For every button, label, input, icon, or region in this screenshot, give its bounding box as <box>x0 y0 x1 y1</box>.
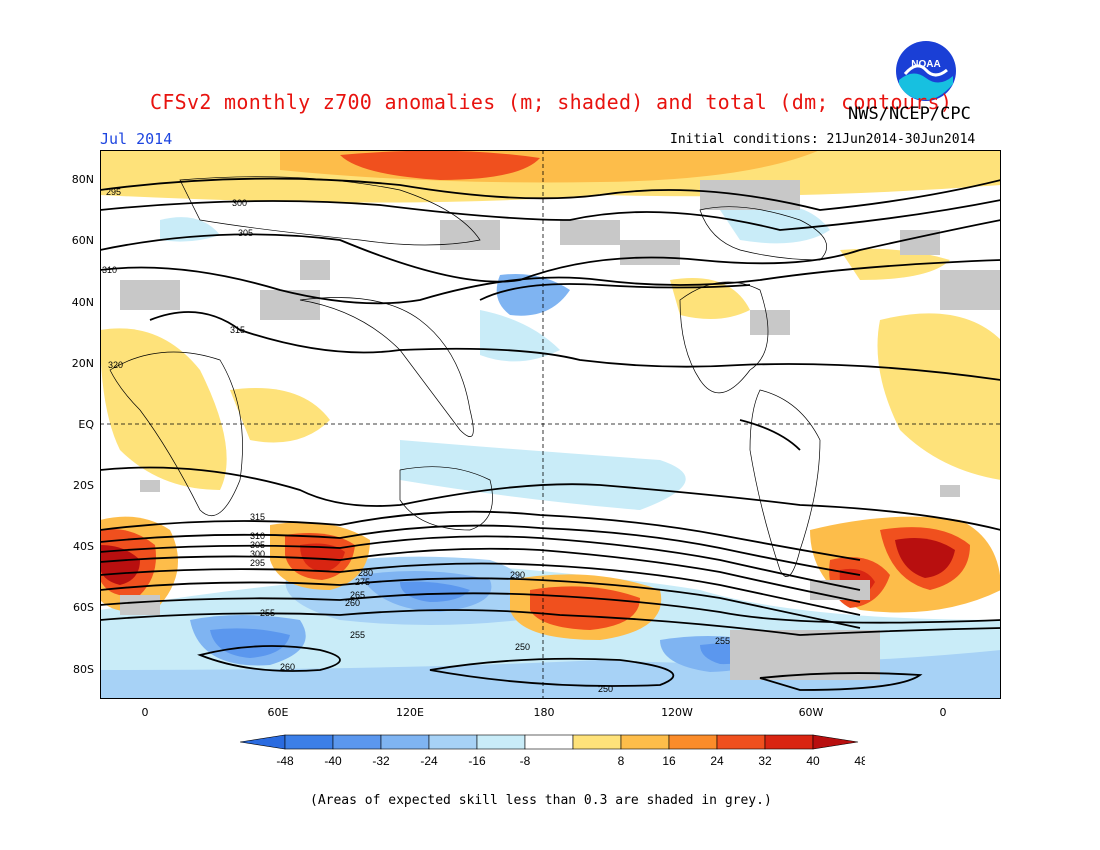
contour-label: 315 <box>250 512 265 522</box>
contour-label: 255 <box>350 630 365 640</box>
colorbar-tick-label: 8 <box>618 754 625 768</box>
contour-label: 305 <box>250 540 265 550</box>
lon-label: 120E <box>396 706 424 719</box>
height-contours <box>100 177 1001 691</box>
lat-label: EQ <box>78 418 94 431</box>
lon-label: 180 <box>533 706 555 719</box>
contour-label: 255 <box>715 636 730 646</box>
colorbar-swatch <box>572 734 622 750</box>
agency-label: NWS/NCEP/CPC <box>848 104 971 124</box>
contour-label: 315 <box>230 325 245 335</box>
colorbar-tick-label: 48 <box>854 754 865 768</box>
colorbar-swatch <box>524 734 574 750</box>
initial-conditions: Initial conditions: 21Jun2014-30Jun2014 <box>670 132 976 147</box>
colorbar-swatch <box>380 734 430 750</box>
lat-label: 80S <box>73 663 94 676</box>
colorbar-swatch <box>764 734 814 750</box>
contour-label: 295 <box>250 558 265 568</box>
colorbar-tick-label: -8 <box>520 754 531 768</box>
contour-label: 250 <box>515 642 530 652</box>
colorbar-arrow-low <box>240 734 286 750</box>
colorbar-tick-label: 40 <box>806 754 820 768</box>
contour-label: 260 <box>345 598 360 608</box>
map-frame <box>100 150 1001 699</box>
page-title: CFSv2 monthly z700 anomalies (m; shaded)… <box>150 90 953 114</box>
colorbar-tick-label: -40 <box>324 754 342 768</box>
contour-label: 290 <box>510 570 525 580</box>
colorbar-swatch <box>620 734 670 750</box>
colorbar-swatch <box>476 734 526 750</box>
colorbar-tick-label: 24 <box>710 754 724 768</box>
contour-label: 295 <box>106 187 121 197</box>
colorbar-tick-label: -16 <box>468 754 486 768</box>
positive-anomaly-shading <box>100 150 1001 640</box>
forecast-month: Jul 2014 <box>100 130 173 148</box>
noaa-logo-icon: NOAA <box>895 40 957 102</box>
contour-labels: 295 300 305 310 315 320 315 310 305 300 … <box>102 187 730 694</box>
lon-label: 0 <box>141 706 149 719</box>
colorbar-tick-label: 16 <box>662 754 676 768</box>
contour-label: 250 <box>598 684 613 694</box>
contour-label: 265 <box>350 590 365 600</box>
contour-label: 310 <box>102 265 117 275</box>
colorbar: -48 -40 -32 -24 -16 -8 8 16 24 32 40 48 <box>240 734 865 768</box>
colorbar-tick-label: -32 <box>372 754 390 768</box>
lat-label: 40N <box>71 296 94 309</box>
contour-label: 320 <box>108 360 123 370</box>
skill-mask-grey <box>120 180 1001 680</box>
contour-label: 300 <box>250 549 265 559</box>
lon-label: 120W <box>661 706 693 719</box>
colorbar-swatch <box>716 734 766 750</box>
colorbar-swatch <box>332 734 382 750</box>
lat-label: 60N <box>71 234 94 247</box>
colorbar-tick-label: -24 <box>420 754 438 768</box>
colorbar-arrow-high <box>812 734 859 750</box>
lat-label: 20N <box>71 357 94 370</box>
skill-footnote: (Areas of expected skill less than 0.3 a… <box>310 793 772 808</box>
colorbar-swatch <box>668 734 718 750</box>
lon-label: 60E <box>267 706 289 719</box>
contour-label: 275 <box>355 577 370 587</box>
contour-label: 310 <box>250 531 265 541</box>
lon-label: 0 <box>939 706 947 719</box>
colorbar-tick-label: -48 <box>276 754 294 768</box>
contour-label: 305 <box>238 228 253 238</box>
svg-text:NOAA: NOAA <box>911 59 940 70</box>
colorbar-tick-label: 32 <box>758 754 772 768</box>
coastlines <box>109 176 827 577</box>
lat-label: 60S <box>73 601 94 614</box>
anomaly-map: 295 300 305 310 315 320 315 310 305 300 … <box>100 150 1001 699</box>
colorbar-swatch <box>284 734 334 750</box>
lon-label: 60W <box>798 706 824 719</box>
lat-label: 40S <box>73 540 94 553</box>
contour-label: 280 <box>358 568 373 578</box>
contour-label: 260 <box>280 662 295 672</box>
colorbar-swatch <box>428 734 478 750</box>
lat-label: 20S <box>73 479 94 492</box>
lat-label: 80N <box>71 173 94 186</box>
contour-label: 300 <box>232 198 247 208</box>
contour-label: 255 <box>260 608 275 618</box>
